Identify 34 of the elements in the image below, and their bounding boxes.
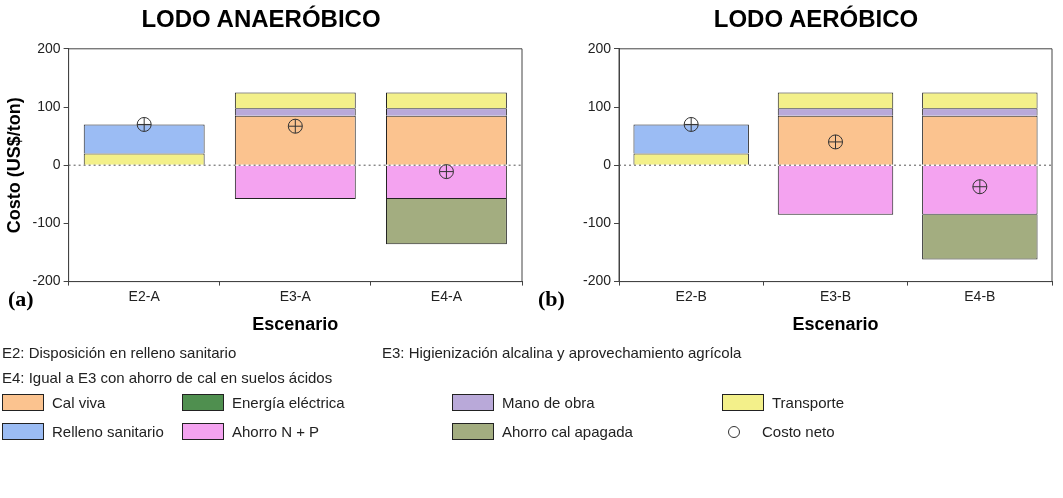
text: E3: Higienización alcalina y aprovechamiento agrícola (382, 344, 743, 361)
y-axis-title: Costo (US$/ton) (3, 97, 24, 234)
y-tick-label: -100 (32, 214, 61, 231)
text: E2: Disposición en relleno sanitario (2, 344, 238, 361)
y-tick-label: 200 (37, 39, 61, 56)
legend-label: Ahorro cal apagada (502, 423, 633, 440)
chart-title: LODO ANAERÓBICO (141, 5, 381, 33)
y-tick-label: -200 (582, 272, 612, 289)
y-tick-label: 0 (52, 156, 61, 173)
legend-label: Relleno sanitario (52, 423, 164, 440)
legend-label: Energía eléctrica (232, 394, 345, 411)
x-tick-label: E3-B (819, 287, 852, 304)
chart-title: LODO AERÓBICO (713, 5, 919, 33)
x-tick-label: E4-B (964, 287, 996, 304)
x-tick-label: E2-A (128, 287, 161, 304)
text: E4: Igual a E3 con ahorro de cal en suelos ácidos (2, 369, 334, 386)
legend-label: Transporte (772, 394, 844, 411)
legend-label: Mano de obra (502, 394, 595, 411)
y-tick-label: -200 (32, 272, 61, 289)
legend-label: Ahorro N + P (232, 423, 320, 440)
x-axis-title: Escenario (792, 314, 879, 335)
x-tick-label: E3-A (279, 287, 312, 304)
x-tick-label: E4-A (430, 287, 463, 304)
x-tick-label: E2-B (675, 287, 707, 304)
y-tick-label: 0 (603, 156, 612, 173)
text: (a) (8, 286, 34, 312)
y-tick-label: 100 (587, 97, 612, 114)
text: (b) (538, 286, 565, 312)
y-tick-label: 200 (587, 39, 612, 56)
x-axis-title: Escenario (252, 314, 339, 335)
legend-label: Cal viva (52, 394, 106, 411)
y-tick-label: 100 (37, 97, 61, 114)
legend-label: Costo neto (762, 423, 835, 440)
y-tick-label: -100 (582, 214, 612, 231)
